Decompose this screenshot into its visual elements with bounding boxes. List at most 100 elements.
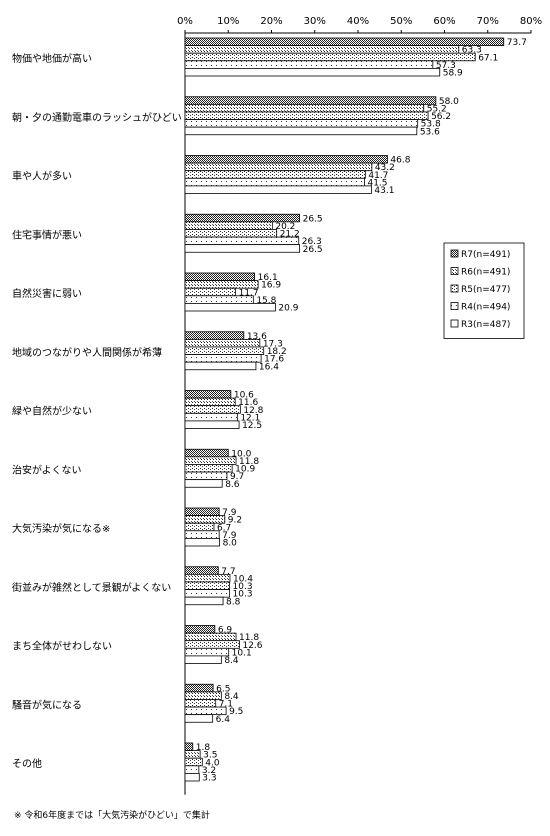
data-label: 43.2: [375, 163, 395, 173]
category-label: 大気汚染が気になる※: [12, 522, 110, 535]
data-label: 11.6: [238, 398, 258, 408]
legend-label: R7(n=491): [461, 250, 510, 260]
bar: [184, 272, 256, 281]
x-tick-label: 70%: [477, 16, 499, 27]
x-tick-label: 10%: [217, 16, 239, 27]
bar: [184, 361, 257, 371]
data-label: 7.9: [222, 508, 237, 518]
x-tick-label: 40%: [347, 16, 369, 27]
bar: [184, 37, 505, 46]
data-label: 8.0: [223, 539, 238, 549]
bar: [184, 390, 232, 399]
data-label: 16.9: [261, 281, 281, 291]
bar: [184, 185, 372, 194]
data-label: 12.8: [243, 406, 263, 416]
bar: [184, 566, 219, 575]
bar: [184, 538, 220, 547]
bar: [184, 420, 240, 429]
data-label: 10.9: [235, 465, 255, 475]
bar: [184, 287, 237, 297]
bar: [184, 331, 245, 340]
legend-swatch: [450, 302, 459, 310]
data-label: 9.2: [228, 516, 242, 526]
bar: [184, 229, 278, 238]
bar: [184, 52, 476, 62]
data-label: 16.4: [259, 362, 279, 372]
legend-swatch: [450, 249, 459, 258]
bar: [184, 714, 214, 723]
bar: [184, 522, 215, 532]
bar: [184, 354, 262, 363]
category-label: 治安がよくない: [12, 463, 82, 476]
x-axis: 0% 10% 20% 30% 40% 50% 60% 70% 80%: [177, 16, 542, 33]
data-label: 10.1: [232, 648, 252, 658]
legend: R7(n=491) R6(n=491) R5(n=477) R4(n=494) R3(n…: [443, 242, 525, 339]
data-label: 13.6: [247, 332, 267, 342]
bar: [184, 471, 228, 481]
data-label: 41.5: [367, 178, 387, 188]
category-label: 朝・夕の通勤電車のラッシュがひどい: [12, 111, 182, 124]
bar: [184, 706, 227, 716]
bar: [184, 103, 425, 113]
category-labels: 物価や地価が高い朝・夕の通勤電車のラッシュがひどい車や人が多い住宅事情が悪い自然…: [12, 52, 182, 770]
bar: [184, 338, 261, 348]
legend-swatch: [450, 319, 459, 328]
data-label: 58.0: [439, 97, 459, 107]
bar: [184, 68, 441, 77]
bar: [184, 448, 229, 458]
bar: [184, 45, 460, 54]
category-label: 緑や自然が少ない: [12, 405, 92, 418]
data-label: 55.2: [427, 104, 447, 114]
data-label: 1.8: [196, 743, 211, 753]
category-label: その他: [12, 757, 42, 770]
bar: [184, 177, 365, 187]
data-label: 57.3: [436, 61, 456, 71]
data-label: 11.8: [239, 457, 259, 467]
data-label: 3.3: [202, 774, 216, 784]
data-label: 10.4: [233, 574, 253, 584]
bar: [184, 244, 301, 253]
bar: [184, 507, 220, 516]
data-label: 10.0: [231, 449, 251, 459]
bar: [184, 464, 233, 473]
data-label: 26.3: [302, 237, 322, 247]
data-label: 20.2: [275, 222, 295, 232]
data-label: 63.3: [462, 46, 482, 56]
bar: [184, 302, 276, 312]
data-label: 11.8: [239, 633, 259, 643]
x-tick-label: 50%: [390, 16, 412, 27]
data-label: 43.1: [374, 186, 394, 196]
bar: [184, 640, 240, 649]
x-tick-label: 0%: [177, 16, 193, 27]
bar: [184, 773, 200, 782]
data-label: 26.5: [303, 245, 323, 255]
data-label: 6.9: [218, 626, 233, 636]
data-label: 53.8: [421, 120, 441, 130]
bar: [184, 632, 237, 642]
data-label: 3.2: [202, 766, 216, 776]
legend-swatch: [450, 267, 459, 275]
bar: [184, 573, 231, 583]
bar: [184, 155, 388, 164]
bar: [184, 170, 366, 179]
data-label: 20.9: [278, 304, 298, 314]
data-label: 6.7: [217, 523, 231, 533]
bar: [184, 589, 230, 598]
bar: [184, 162, 373, 172]
x-tick-label: 30%: [304, 16, 326, 27]
data-label: 7.9: [222, 531, 237, 541]
data-label: 12.5: [242, 421, 262, 431]
data-label: 6.5: [216, 684, 230, 694]
bar: [184, 60, 434, 69]
data-label: 17.3: [263, 339, 283, 349]
x-tick-label: 60%: [433, 16, 455, 27]
data-label: 18.2: [267, 347, 287, 357]
bar: [184, 405, 241, 414]
bar: [184, 515, 226, 524]
data-label: 3.5: [203, 751, 217, 761]
legend-label: R6(n=491): [461, 268, 510, 278]
bar: [184, 213, 301, 223]
legend-label: R3(n=487): [461, 320, 510, 330]
bars: 73.7 63.367.1 57.358.9 58.055.256.253.853.6…: [184, 37, 527, 784]
data-label: 53.6: [420, 127, 440, 137]
